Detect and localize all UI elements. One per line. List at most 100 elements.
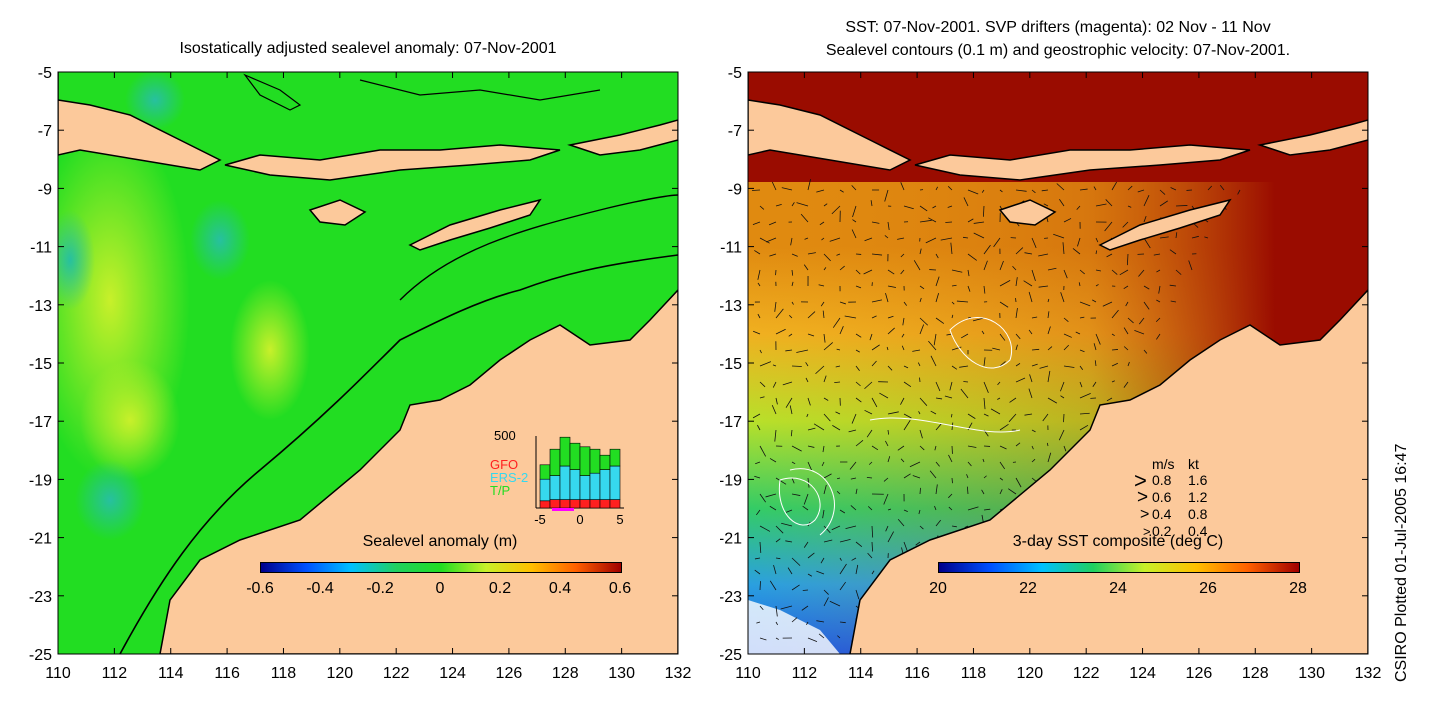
lon-axis-left: 110 112 114 116 118 120 122 124 126 128 130 132: [45, 72, 691, 682]
inset-bar-gfo: [579, 446, 591, 476]
lon-tick-label: 126: [496, 665, 523, 682]
inset-bar-tp: [589, 499, 601, 509]
velocity-arrow-icon: >: [1143, 524, 1151, 539]
lon-tick-label: 122: [1073, 665, 1100, 682]
inset-bar-ers: [609, 465, 621, 500]
lat-tick-label: -23: [29, 589, 52, 606]
lon-tick-label: 132: [1355, 665, 1382, 682]
sumba-island: [998, 199, 1057, 226]
lon-tick-label: 116: [904, 665, 930, 682]
lat-tick-label: -23: [720, 589, 742, 606]
colorbar-tick-label: 20: [929, 580, 947, 597]
lat-tick-label: -15: [720, 356, 742, 373]
lon-tick-label: 118: [271, 665, 297, 682]
lon-tick-label: 118: [961, 665, 987, 682]
lon-tick-label: 110: [735, 665, 761, 682]
left-panel-title: Isostatically adjusted sealevel anomaly:…: [179, 40, 557, 57]
colorbar-tick-label: 0.6: [608, 580, 632, 597]
colorbar-tick-label: 0: [435, 580, 445, 597]
lat-axis-left: -5 -7 -9 -11 -13 -15 -17 -19 -21 -23 -25: [29, 65, 678, 664]
right-panel-title-line2: Sealevel contours (0.1 m) and geostrophi…: [825, 42, 1291, 59]
velocity-legend-row: >0.4 0.8: [1126, 506, 1236, 523]
velocity-kt-value: 1.2: [1188, 489, 1208, 505]
inset-bar-tp: [539, 500, 551, 509]
lat-tick-label: -19: [720, 472, 742, 489]
inset-bar-ers: [569, 469, 581, 500]
inset-xtick-label: 5: [616, 512, 623, 527]
inset-bar-ers: [559, 465, 571, 500]
lon-tick-label: 116: [214, 665, 240, 682]
java-land: [748, 72, 912, 171]
colorbar-tick-label: 26: [1199, 580, 1217, 597]
lon-tick-label: 126: [1186, 665, 1213, 682]
lat-tick-label: -9: [728, 181, 742, 198]
colorbar-tick-label: 0.4: [548, 580, 572, 597]
velocity-arrow-icon: >: [1134, 468, 1147, 493]
velocity-ms-value: 0.2: [1152, 523, 1172, 539]
inset-bar-tp: [599, 499, 611, 509]
inset-bar-tp: [549, 499, 561, 509]
inset-bar-gfo: [589, 448, 601, 474]
inset-bar-tp: [579, 499, 591, 509]
velocity-legend-row: >0.8 1.6: [1126, 468, 1236, 493]
sst-colorbar-label: 3-day SST composite (deg C): [1012, 533, 1224, 550]
colorbar-tick-label: 28: [1289, 580, 1307, 597]
velocity-ms-value: 0.8: [1152, 472, 1172, 488]
lat-tick-label: -21: [720, 531, 742, 548]
velocity-legend: m/s kt >0.8 1.6 >0.6 1.2 >0.4 0.8 >0.2 0.4: [1126, 456, 1236, 540]
lesser-sunda-islands: [914, 144, 1251, 181]
inset-bar-tp: [609, 499, 621, 509]
inset-bar-tp: [569, 499, 581, 509]
colorbar-tick-label: -0.2: [366, 580, 394, 597]
lat-tick-label: -11: [30, 240, 52, 257]
java-land: [58, 72, 222, 171]
lat-axis-right: -5 -7 -9 -11 -13 -15 -17 -19 -21 -23 -25: [720, 65, 1368, 664]
lon-tick-label: 130: [608, 665, 635, 682]
lon-tick-label: 122: [383, 665, 410, 682]
sla-colorbar-label: Sealevel anomaly (m): [362, 533, 518, 550]
velocity-arrow-icon: >: [1137, 487, 1149, 508]
lon-tick-label: 132: [665, 665, 692, 682]
velocity-legend-row: >0.6 1.2: [1126, 487, 1236, 508]
colorbar-tick-label: 0.2: [488, 580, 512, 597]
lat-tick-label: -15: [29, 356, 52, 373]
colorbar-tick-label: -0.6: [246, 580, 274, 597]
inset-legend-item: ERS-2: [490, 470, 529, 485]
inset-legend: GFO ERS-2 T/P: [490, 458, 528, 497]
lon-tick-label: 124: [1129, 665, 1156, 682]
lon-tick-label: 114: [158, 665, 184, 682]
lat-tick-label: -17: [29, 414, 52, 431]
inset-ymax-label: 500: [494, 428, 516, 443]
velocity-kt-value: 0.4: [1188, 523, 1208, 539]
inset-bar-gfo: [539, 464, 551, 480]
colorbar-tick-label: -0.4: [306, 580, 334, 597]
lat-tick-label: -5: [38, 65, 52, 82]
sst-colorbar: 3-day SST composite (deg C) 20 22 24 26 28: [929, 528, 1307, 606]
lat-tick-label: -17: [720, 414, 742, 431]
lon-tick-label: 120: [1016, 665, 1043, 682]
velocity-kt-value: 0.8: [1188, 506, 1208, 522]
right-panel-title-line1: SST: 07-Nov-2001. SVP drifters (magenta)…: [845, 19, 1271, 36]
lon-tick-label: 128: [1242, 665, 1269, 682]
lon-tick-label: 112: [102, 665, 128, 682]
lon-tick-label: 112: [792, 665, 818, 682]
timor-island: [1098, 198, 1232, 251]
colorbar-tick-label: 24: [1109, 580, 1127, 597]
velocity-arrow-field: [751, 178, 1241, 648]
inset-bar-ers: [579, 475, 591, 500]
velocity-legend-kt-header: kt: [1188, 456, 1199, 472]
lat-tick-label: -13: [29, 298, 52, 315]
inset-bar-tp: [559, 499, 571, 509]
sla-colorbar: Sealevel anomaly (m) -0.6 -0.4 -0.2 0 0.2 0.4…: [246, 528, 631, 606]
inset-bars: -5 0 5: [534, 436, 624, 527]
inset-bar-gfo: [569, 442, 581, 470]
inset-bar-ers: [539, 478, 551, 502]
lat-tick-label: -7: [728, 123, 742, 140]
timor-island: [408, 198, 542, 251]
lon-tick-label: 120: [326, 665, 353, 682]
lat-tick-label: -13: [720, 298, 742, 315]
sla-map: -5 -7 -9 -11 -13 -15 -17 -19 -21 -23 -25 110 112 114…: [29, 65, 692, 682]
velocity-ms-value: 0.6: [1152, 489, 1172, 505]
lon-tick-label: 114: [848, 665, 874, 682]
sumba-island: [308, 199, 367, 226]
